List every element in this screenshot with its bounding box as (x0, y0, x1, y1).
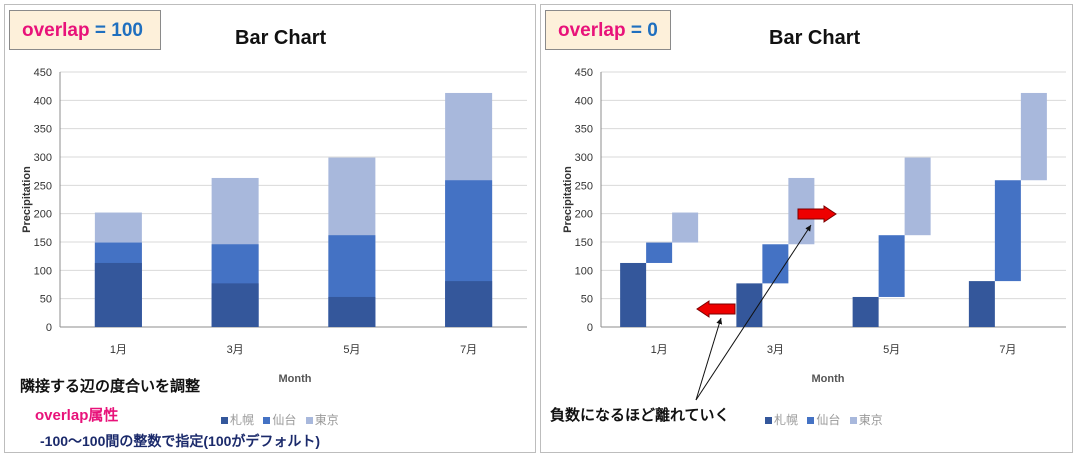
y-tick-label: 150 (575, 237, 593, 249)
bar-札幌-7月 (968, 281, 995, 327)
y-tick-label: 0 (587, 322, 593, 334)
legend-swatch (221, 417, 228, 424)
pointer-line (695, 224, 812, 401)
red-arrow-left-icon (696, 300, 736, 318)
badge-keyword: overlap (558, 20, 626, 41)
bar-札幌-1月 (620, 262, 647, 327)
legend-label: 仙台 (816, 413, 841, 427)
x-tick-label: 3月 (767, 344, 784, 356)
bar-東京-1月 (672, 212, 699, 243)
bar-札幌-5月 (328, 296, 376, 327)
x-axis-title: Month (279, 373, 312, 385)
bar-札幌-5月 (852, 296, 879, 327)
bar-chart-svg: 0 50 100 150 200 250 300 350 400 450 Precipitation… (21, 67, 527, 385)
bar-札幌-1月 (94, 262, 142, 327)
y-tick-label: 350 (34, 124, 52, 136)
legend-swatch (807, 417, 815, 424)
y-tick-label: 300 (575, 152, 593, 164)
legend-label: 札幌 (230, 413, 255, 427)
bar-東京-7月 (1020, 92, 1047, 181)
y-tick-label: 450 (34, 67, 52, 79)
legend-label: 札幌 (774, 413, 799, 427)
chart-legend: 札幌 仙台 東京 (215, 411, 339, 428)
bar-東京-5月 (904, 157, 931, 236)
chart-panel-overlap-100: overlap = 100 Bar Chart 0 50 100 150 200 250 3… (4, 4, 536, 453)
y-axis-title: Precipitation (21, 166, 33, 233)
bar-仙台-5月 (878, 235, 905, 297)
y-tick-label: 100 (575, 265, 593, 277)
bar-札幌-3月 (211, 283, 259, 327)
y-tick-label: 400 (34, 95, 52, 107)
y-tick-label: 450 (575, 67, 593, 79)
note-negative: 負数になるほど離れていく (550, 407, 730, 424)
legend-label: 仙台 (272, 413, 297, 427)
legend-swatch (849, 417, 857, 424)
x-tick-label: 1月 (651, 344, 668, 356)
x-tick-label: 3月 (227, 344, 244, 356)
y-tick-label: 50 (40, 294, 52, 306)
bar-仙台-7月 (994, 180, 1021, 282)
x-tick-label: 7月 (999, 344, 1016, 356)
y-tick-label: 250 (34, 180, 52, 192)
x-axis-title: Month (812, 373, 845, 385)
x-tick-label: 5月 (343, 344, 360, 356)
x-tick-label: 5月 (883, 344, 900, 356)
y-tick-label: 350 (575, 124, 593, 136)
legend-swatch (765, 417, 772, 424)
legend-label: 東京 (314, 413, 339, 427)
legend-swatch (305, 417, 313, 424)
bar-chart-svg: 0 50 100 150 200 250 300 350 400 450 Precipitation… (562, 67, 1066, 401)
y-axis-title: Precipitation (562, 166, 574, 233)
badge-equals: = (625, 20, 648, 41)
y-tick-label: 50 (581, 294, 593, 306)
chart-legend: 札幌 仙台 東京 (759, 411, 883, 428)
overlap-badge: overlap = 0 (545, 10, 671, 50)
note-range: -100～100間の整数で指定(100がデフォルト) (40, 433, 321, 449)
red-arrow-right-icon (797, 205, 837, 223)
note-adjust: 隣接する辺の度合いを調整 (20, 378, 201, 395)
pointer-line (695, 317, 723, 401)
note-attribute: overlap属性 (35, 407, 119, 424)
y-tick-label: 0 (46, 322, 52, 334)
legend-swatch (263, 417, 271, 424)
badge-value: 100 (111, 20, 143, 41)
y-tick-label: 100 (34, 265, 52, 277)
overlap-badge: overlap = 100 (9, 10, 161, 50)
badge-value: 0 (647, 20, 658, 41)
y-tick-label: 400 (575, 95, 593, 107)
legend-label: 東京 (858, 413, 883, 427)
y-tick-label: 250 (575, 180, 593, 192)
x-tick-label: 7月 (460, 344, 477, 356)
y-tick-label: 150 (34, 237, 52, 249)
bar-仙台-1月 (646, 242, 673, 263)
x-tick-label: 1月 (110, 344, 127, 356)
badge-keyword: overlap (22, 20, 90, 41)
chart-title: Bar Chart (769, 27, 861, 49)
badge-equals: = (89, 20, 112, 41)
chart-panel-overlap-0: overlap = 0 Bar Chart 0 50 100 150 200 250 300… (540, 4, 1073, 453)
y-tick-label: 200 (575, 209, 593, 221)
bar-札幌-7月 (445, 281, 493, 327)
bar-仙台-3月 (762, 244, 789, 284)
y-tick-label: 300 (34, 152, 52, 164)
y-tick-label: 200 (34, 209, 52, 221)
chart-title: Bar Chart (235, 27, 327, 49)
